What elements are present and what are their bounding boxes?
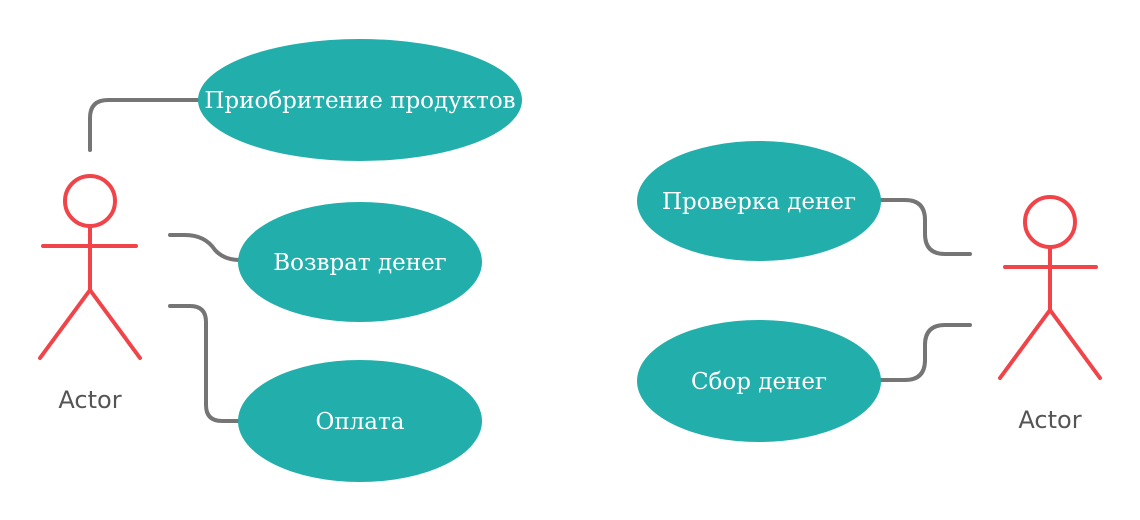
connector-actor1-refund <box>168 233 242 262</box>
usecase-refund[interactable]: Возврат денег <box>238 202 482 322</box>
actor-label: Actor <box>58 386 121 414</box>
actor-label: Actor <box>1018 406 1081 434</box>
usecase-label: Сбор денег <box>691 369 827 395</box>
usecase-ellipse <box>238 360 482 482</box>
actor-left[interactable]: Actor <box>38 174 142 414</box>
usecase-ellipse <box>238 202 482 322</box>
usecase-check-money[interactable]: Проверка денег <box>637 141 881 261</box>
usecase-ellipse <box>637 141 881 261</box>
actor-left-leg <box>38 288 92 360</box>
actor-head <box>63 174 117 228</box>
connector-actor1-purchase <box>88 98 202 152</box>
actor-right-leg <box>1048 308 1102 380</box>
usecase-payment[interactable]: Оплата <box>238 360 482 482</box>
connector-actor1-payment <box>168 304 242 423</box>
usecase-purchase-products[interactable]: Приобритение продуктов <box>198 39 522 161</box>
usecase-label: Оплата <box>316 409 405 435</box>
usecase-label: Возврат денег <box>273 250 446 276</box>
actor-right-leg <box>88 288 142 360</box>
usecase-label: Проверка денег <box>662 189 856 215</box>
usecase-label: Приобритение продуктов <box>204 88 515 114</box>
usecase-collect-money[interactable]: Сбор денег <box>637 320 881 442</box>
usecase-ellipse <box>198 39 522 161</box>
connector-actor2-collect <box>878 323 972 382</box>
connector-actor2-check <box>878 198 972 256</box>
actor-right[interactable]: Actor <box>998 195 1102 434</box>
actor-left-leg <box>998 308 1052 380</box>
actor-head <box>1023 195 1077 249</box>
usecase-ellipse <box>637 320 881 442</box>
